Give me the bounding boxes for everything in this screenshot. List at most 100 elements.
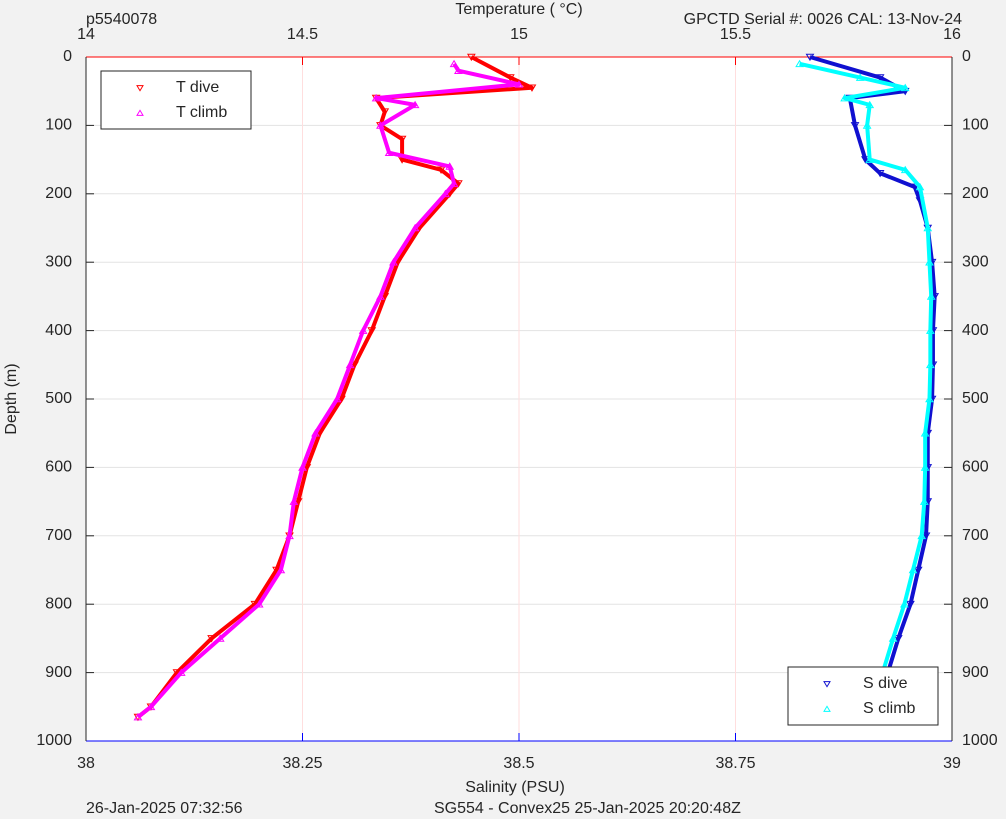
x2-axis-label: Temperature ( °C) [455,1,582,18]
marker [207,635,216,643]
marker [176,668,186,676]
marker [337,395,346,404]
y-tick-label: 400 [962,322,989,339]
y-tick-label: 600 [45,459,72,476]
y-tick-label: 900 [962,664,989,681]
marker [840,93,849,102]
marker [345,360,355,369]
marker [449,179,459,187]
y-tick-label: 900 [45,664,72,681]
marker [925,394,934,403]
chart-title: p5540078 [86,11,157,28]
marker [910,183,920,192]
marker [527,84,537,92]
marker [915,182,925,191]
marker [900,83,910,92]
marker [925,360,935,369]
marker [906,600,915,609]
legend-marker [136,109,144,116]
marker [921,532,931,540]
marker [919,497,929,505]
marker [454,180,463,188]
y-tick-label: 700 [45,527,72,544]
marker [367,327,377,335]
y-tick-label: 100 [962,117,989,134]
marker [908,565,918,574]
marker [133,712,143,721]
legend-label: T climb [176,104,227,121]
marker [920,463,930,471]
marker [293,498,303,506]
marker [865,155,875,163]
x2-tick-label: 14 [77,26,95,43]
marker [888,634,898,642]
marker [795,59,804,68]
legend-marker [823,681,831,688]
marker [393,258,403,267]
marker [913,566,923,575]
y-tick-label: 400 [45,322,72,339]
marker [376,292,385,300]
marker [925,326,935,334]
marker [923,223,933,232]
marker [445,162,455,170]
marker [254,600,264,608]
marker [926,292,936,300]
x-tick-label: 38.5 [503,755,534,772]
y-tick-label: 0 [962,48,971,65]
x-tick-label: 38 [77,755,95,772]
y-tick-label: 200 [45,185,72,202]
marker [466,53,476,62]
marker [289,497,299,505]
profile-line [136,62,521,719]
legend-box [787,666,939,726]
x-axis-label: Salinity (PSU) [465,779,565,796]
x-tick-label: 39 [943,755,961,772]
marker [920,429,930,437]
marker [454,66,463,74]
marker [925,258,934,266]
marker [855,73,865,81]
y-axis-label: Depth (m) [3,363,20,434]
y-tick-label: 800 [962,595,989,612]
y-tick-label: 600 [962,459,989,476]
marker [436,166,446,174]
chart-subtitle: GPCTD Serial #: 0026 CAL: 13-Nov-24 [684,11,962,28]
marker [875,169,885,178]
footer-left: 26-Jan-2025 07:32:56 [86,800,243,817]
marker [899,600,909,608]
marker [358,326,368,334]
y-tick-label: 700 [962,527,989,544]
y-tick-label: 300 [962,253,989,270]
profile-line [136,55,534,719]
x-tick-label: 38.75 [715,755,755,772]
marker [376,121,385,129]
marker [285,531,294,540]
marker [441,189,450,198]
y-tick-label: 800 [45,595,72,612]
marker [410,100,420,109]
marker [380,108,390,116]
x2-tick-label: 16 [943,26,961,43]
marker [397,135,407,144]
marker [146,702,156,711]
legend-marker [136,85,144,92]
marker [917,531,927,540]
marker [514,80,524,88]
x2-tick-label: 14.5 [287,26,318,43]
legend-label: S dive [863,675,908,692]
marker [272,566,281,575]
marker [410,223,420,232]
marker [311,429,320,437]
marker [875,74,885,82]
legend-box [100,70,252,130]
x-tick-label: 38.25 [282,755,322,772]
marker [893,635,903,643]
footer-center: SG554 - Convex25 25-Jan-2025 20:20:48Z [434,800,741,817]
y-tick-label: 300 [45,253,72,270]
profile-line [799,61,934,718]
marker [505,74,515,82]
y-tick-label: 200 [962,185,989,202]
